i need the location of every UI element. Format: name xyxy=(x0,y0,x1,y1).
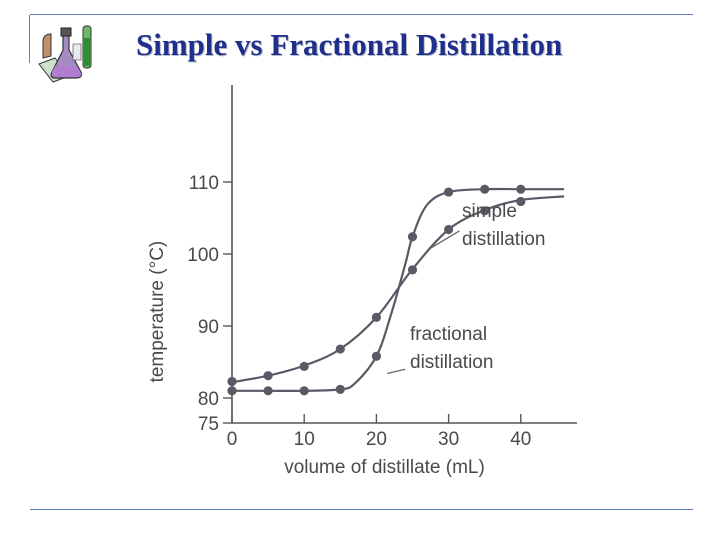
fractional-point-3 xyxy=(335,384,345,394)
lab-flasks-icon xyxy=(38,25,92,83)
top-rule xyxy=(30,14,693,15)
x-tick-label-20: 20 xyxy=(366,429,387,450)
x-tick-label-30: 30 xyxy=(438,429,459,450)
fractional-annotation-line-1: fractional xyxy=(410,324,487,345)
fractional-point-0 xyxy=(227,386,237,396)
y-axis-label: temperature (°C) xyxy=(147,241,168,383)
fractional-point-2 xyxy=(299,386,309,396)
y-tick-label-110: 110 xyxy=(189,173,219,194)
fractional-point-5 xyxy=(407,232,418,242)
slide-title: Simple vs Fractional Distillation xyxy=(136,27,563,62)
x-tick-label-40: 40 xyxy=(510,429,531,450)
y-tick-label-80: 80 xyxy=(198,389,219,410)
simple-point-3 xyxy=(335,344,345,354)
fractional-point-7 xyxy=(480,184,490,194)
x-tick-label-0: 0 xyxy=(227,429,238,450)
x-tick-label-10: 10 xyxy=(294,429,315,450)
simple-annotation-leader xyxy=(430,230,460,249)
fractional-point-6 xyxy=(444,187,454,197)
fractional-point-4 xyxy=(371,351,381,361)
simple-point-8 xyxy=(516,196,526,207)
simple-point-7 xyxy=(480,206,490,216)
simple-point-4 xyxy=(371,312,381,322)
fractional-annotation-line-2: distillation xyxy=(410,352,493,373)
simple-distillation-curve xyxy=(231,195,565,384)
fractional-annotation-leader xyxy=(387,368,406,375)
simple-point-2 xyxy=(299,361,309,371)
simple-point-0 xyxy=(227,376,237,387)
y-tick-label-100: 100 xyxy=(187,245,219,266)
simple-point-5 xyxy=(407,265,418,275)
y-tick-label-75: 75 xyxy=(198,414,219,435)
left-accent-bar xyxy=(29,15,30,63)
x-axis-label: volume of distillate (mL) xyxy=(284,457,485,478)
simple-annotation-line-1: simple xyxy=(462,201,517,222)
simple-point-1 xyxy=(263,371,273,381)
fractional-point-8 xyxy=(516,184,526,194)
fractional-point-1 xyxy=(263,386,273,396)
simple-annotation-line-2: distillation xyxy=(462,229,545,250)
distillation-chart: 75 80 90 100 110 0 10 20 30 40 volume of distillat… xyxy=(147,85,577,478)
bottom-rule xyxy=(30,509,693,510)
y-tick-label-90: 90 xyxy=(198,317,219,338)
simple-point-6 xyxy=(444,224,454,235)
